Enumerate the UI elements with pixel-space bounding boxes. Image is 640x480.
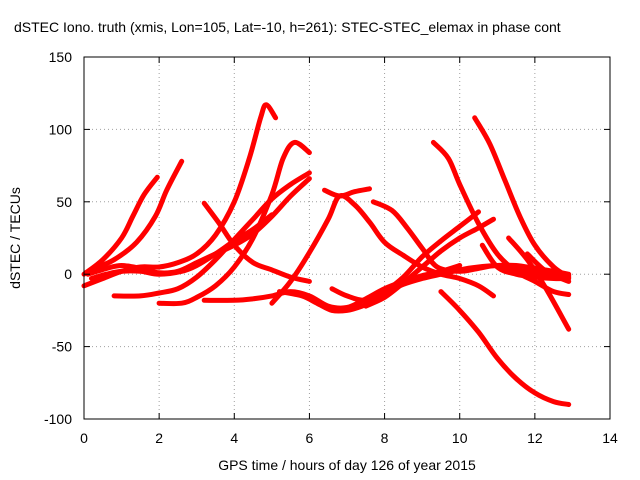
y-tick-label: -50	[52, 339, 72, 355]
series-arc-17	[472, 115, 572, 280]
series-arc-21	[524, 251, 572, 284]
series-arc-20	[506, 235, 572, 332]
x-tick-label: 6	[306, 430, 314, 446]
x-tick-label: 12	[527, 430, 543, 446]
x-tick-label: 10	[452, 430, 468, 446]
series-arc-19	[438, 289, 572, 407]
x-tick-label: 2	[155, 430, 163, 446]
series-layer	[81, 102, 572, 407]
x-tick-label: 0	[80, 430, 88, 446]
series-arc-9	[201, 263, 463, 311]
x-axis-label: GPS time / hours of day 126 of year 2015	[218, 457, 476, 473]
series-arc-5	[85, 176, 312, 277]
y-tick-label: 50	[56, 194, 72, 210]
series-arc-2	[89, 158, 185, 273]
x-tick-label: 8	[381, 430, 389, 446]
series-arc-14	[329, 209, 481, 303]
plot-frame	[83, 56, 611, 420]
series-arc-1	[81, 174, 160, 277]
series-arc-10	[269, 193, 496, 306]
y-tick-label: 100	[49, 121, 73, 137]
axis-ticks: 0 2 4 6 8 10 12 14 -100 -50 0 50 100 150	[44, 49, 618, 446]
series-arc-15	[363, 216, 496, 309]
series-arc-12	[322, 186, 372, 199]
y-axis-label: dSTEC / TECUs	[7, 187, 23, 289]
chart-title: dSTEC Iono. truth (xmis, Lon=105, Lat=-1…	[14, 19, 561, 35]
x-tick-label: 4	[230, 430, 238, 446]
series-arc-11	[276, 262, 572, 314]
x-tick-label: 14	[602, 430, 618, 446]
series-arc-7	[111, 170, 312, 299]
y-tick-label: 150	[49, 49, 73, 65]
series-arc-8	[201, 200, 312, 284]
y-tick-label: -100	[44, 411, 72, 427]
y-tick-label: 0	[64, 266, 72, 282]
